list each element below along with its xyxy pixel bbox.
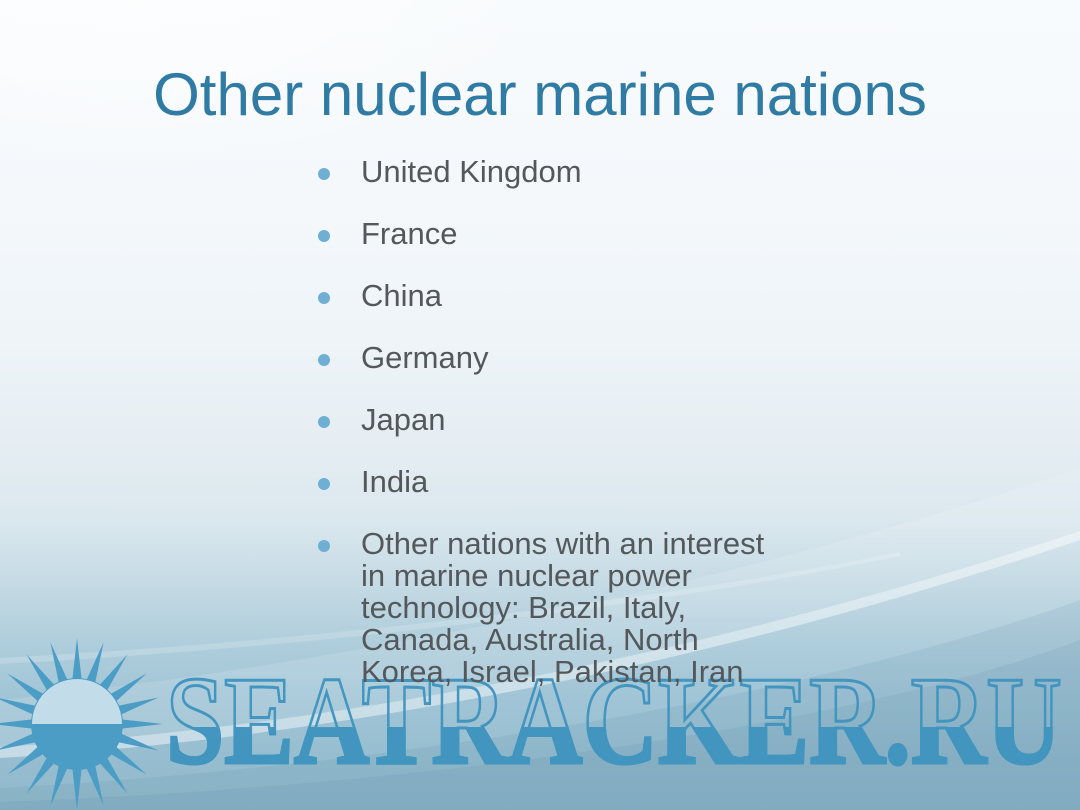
bullet-item: Germany — [318, 342, 788, 374]
bullet-icon — [318, 354, 330, 366]
slide-title: Other nuclear marine nations — [153, 61, 927, 128]
bullet-item: France — [318, 218, 788, 250]
bullet-list: United Kingdom France China Germany Japa… — [318, 156, 788, 718]
bullet-text: France — [361, 216, 458, 251]
bullet-text: India — [361, 464, 429, 499]
bullet-item: China — [318, 280, 788, 312]
bullet-icon — [318, 230, 330, 242]
bullet-text: Germany — [361, 340, 489, 375]
bullet-item: Japan — [318, 404, 788, 436]
bullet-item: United Kingdom — [318, 156, 788, 188]
bullet-text: United Kingdom — [361, 154, 582, 189]
bullet-icon — [318, 416, 330, 428]
bullet-icon — [318, 478, 330, 490]
bullet-text: Other nations with an interest in marine… — [361, 526, 765, 689]
bullet-text: China — [361, 278, 442, 313]
bullet-icon — [318, 540, 330, 552]
bullet-icon — [318, 292, 330, 304]
sun-logo-icon — [0, 638, 163, 810]
bullet-text: Japan — [361, 402, 446, 437]
bullet-item: India — [318, 466, 788, 498]
bullet-icon — [318, 168, 330, 180]
bullet-item: Other nations with an interest in marine… — [318, 528, 788, 688]
